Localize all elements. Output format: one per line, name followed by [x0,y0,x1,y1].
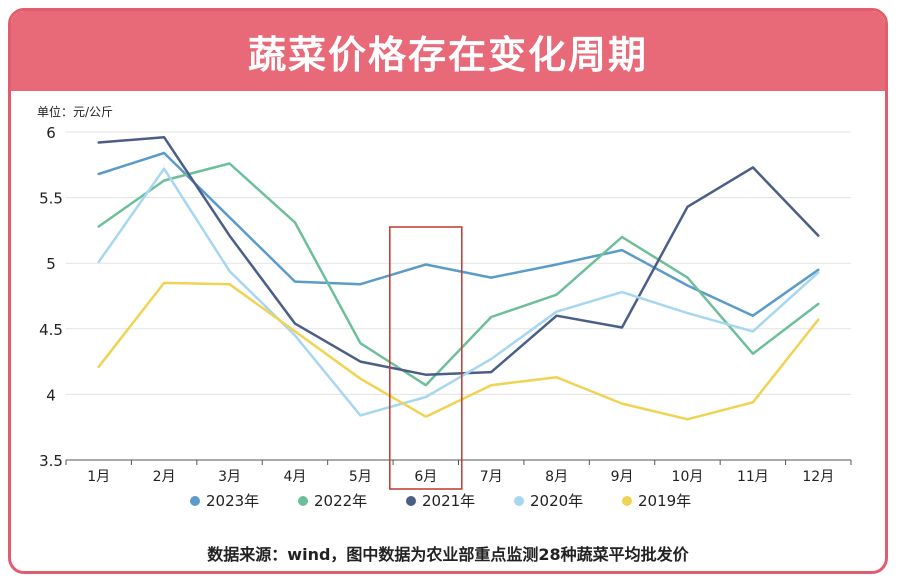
legend-label: 2023年 [206,492,259,510]
highlight-box [389,226,463,490]
chart-title: 蔬菜价格存在变化周期 [247,32,648,77]
x-tick-label: 10月 [672,469,704,485]
x-tick-label: 11月 [737,469,769,485]
x-tick-label: 5月 [349,469,372,485]
x-tick-label: 4月 [283,469,306,485]
x-tick-label: 6月 [414,469,437,485]
line-chart: 单位：元/公斤 6 5.5 5 4.5 4 3.5 1月 2月 3月 4月 5月 6月 7月 8月 9月 10月… [37,104,852,510]
unit-label: 单位：元/公斤 [37,104,113,119]
x-tick-label: 3月 [218,469,241,485]
legend-marker [190,496,200,506]
legend-label: 2022年 [314,492,367,510]
legend-label: 2021年 [422,492,475,510]
x-tick-label: 7月 [480,469,503,485]
y-tick-label: 4.5 [39,321,63,339]
chart-card: 蔬菜价格存在变化周期 单位：元/公斤 6 5.5 5 4.5 4 3.5 1月 2月 3月 4月 5月… [8,8,888,574]
legend-marker [298,496,308,506]
y-tick-label: 6 [46,124,56,142]
legend-label: 2019年 [638,492,691,510]
legend-label: 2020年 [530,492,583,510]
series-line [97,162,820,387]
series-line [97,281,820,421]
y-tick-label: 5 [46,255,56,273]
legend-marker [406,496,416,506]
x-tick-label: 1月 [87,469,110,485]
x-tick-label: 12月 [802,469,834,485]
title-banner: 蔬菜价格存在变化周期 [11,11,885,91]
source-note: 数据来源：wind，图中数据为农业部重点监测28种蔬菜平均批发价 [207,545,689,564]
y-tick-label: 5.5 [39,190,63,208]
y-tick-label: 4 [46,386,56,404]
x-tick-label: 8月 [545,469,568,485]
legend-marker [622,496,632,506]
x-tick-label: 9月 [611,469,634,485]
series-line [97,167,820,417]
legend-marker [514,496,524,506]
series-line [97,135,820,376]
x-tick-label: 2月 [153,469,176,485]
y-tick-label: 3.5 [39,452,63,470]
